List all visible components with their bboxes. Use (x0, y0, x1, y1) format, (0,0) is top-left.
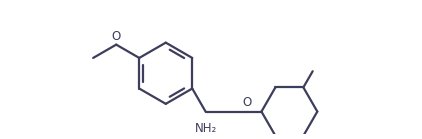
Text: NH₂: NH₂ (195, 122, 216, 135)
Text: O: O (242, 96, 252, 109)
Text: O: O (111, 29, 121, 43)
